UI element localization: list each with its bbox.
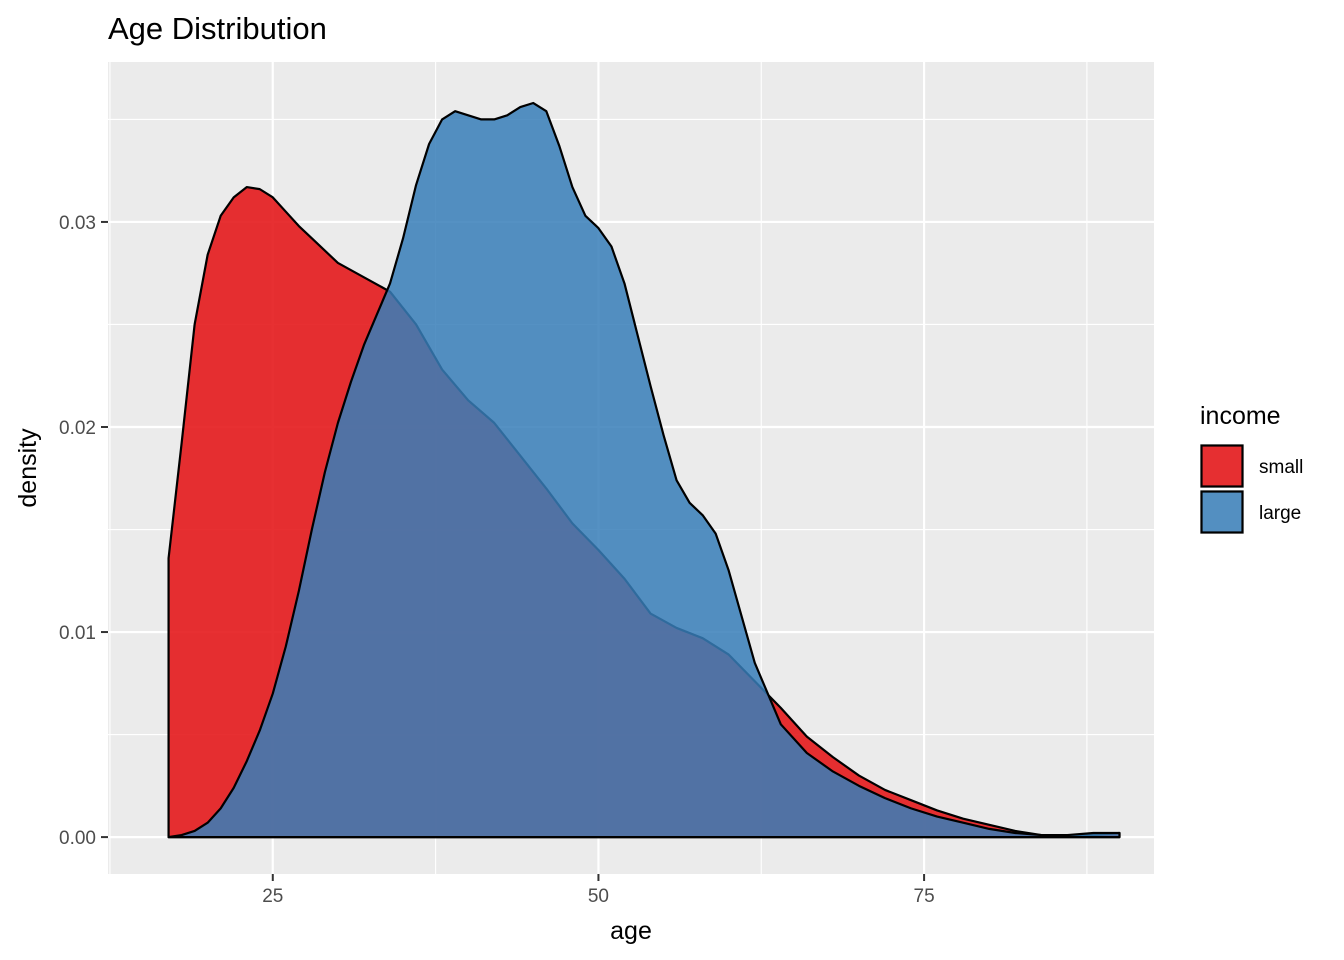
x-axis-title: age xyxy=(610,917,652,945)
legend-title: income xyxy=(1200,402,1281,430)
legend-key-large xyxy=(1200,490,1244,534)
y-tick-label: 0.03 xyxy=(59,213,96,234)
legend-label-large: large xyxy=(1259,503,1301,524)
x-tick-label: 50 xyxy=(588,886,609,907)
legend-key-small xyxy=(1200,444,1244,488)
x-tick-label: 75 xyxy=(914,886,935,907)
x-axis: 25 50 75 xyxy=(262,874,935,907)
legend: income small large xyxy=(1200,402,1303,534)
y-tick-label: 0.02 xyxy=(59,418,96,439)
legend-label-small: small xyxy=(1259,457,1303,478)
chart-title: Age Distribution xyxy=(108,11,327,46)
y-tick-label: 0.00 xyxy=(59,828,96,849)
density-area-large xyxy=(167,101,1121,839)
y-axis-title: density xyxy=(14,428,42,508)
y-tick-label: 0.01 xyxy=(59,623,96,644)
density-areas xyxy=(167,101,1121,839)
x-tick-label: 25 xyxy=(262,886,283,907)
y-axis: 0.00 0.01 0.02 0.03 xyxy=(59,213,108,849)
